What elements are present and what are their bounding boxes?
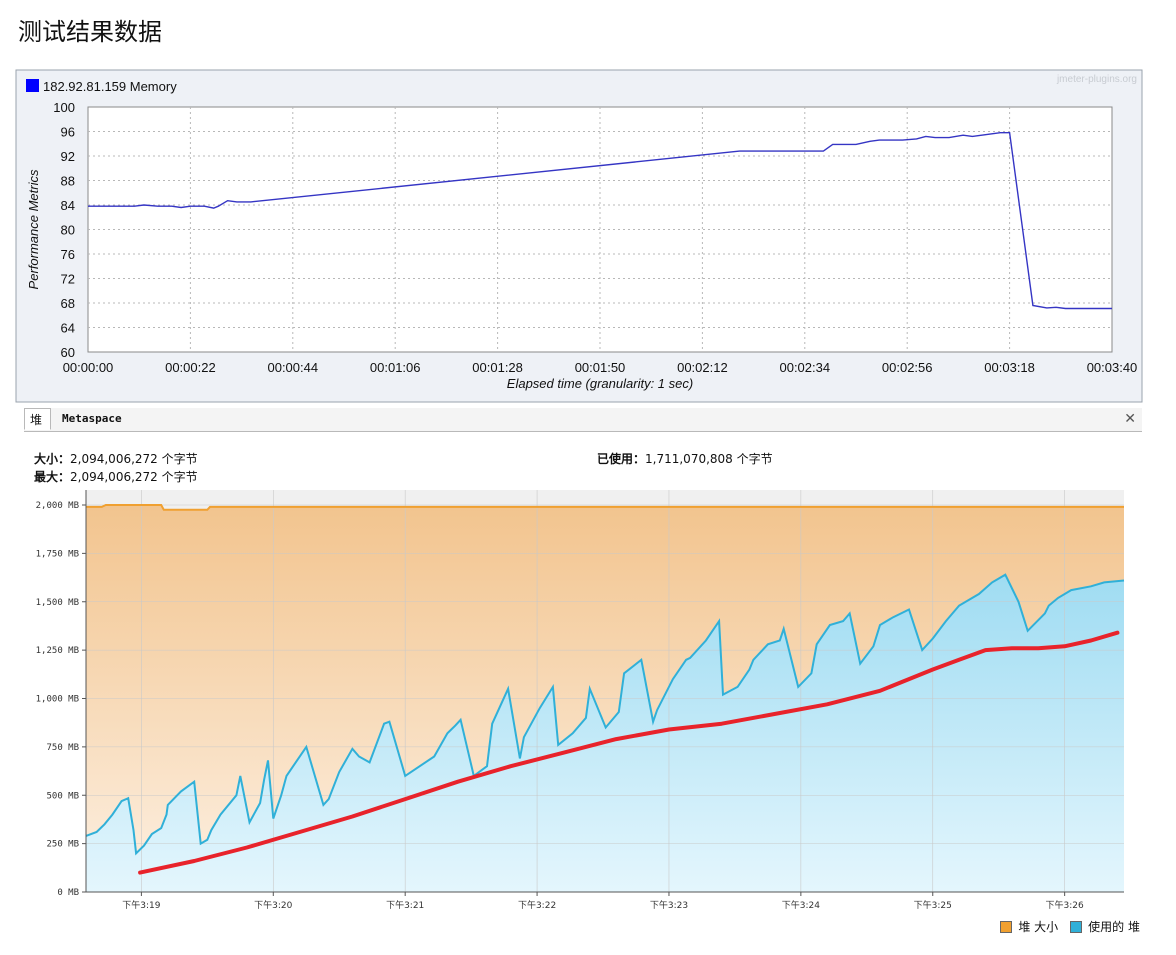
legend-swatch-memory — [26, 79, 39, 92]
legend-swatch-used-heap — [1070, 920, 1083, 933]
y-tick-label: 1,000 MB — [36, 695, 79, 705]
y-tick-label: 68 — [61, 296, 75, 311]
y-tick-label: 100 — [53, 100, 75, 115]
y-tick-label: 0 MB — [57, 888, 79, 898]
x-tick-label: 下午3:21 — [386, 899, 424, 911]
series-area-used-heap — [86, 574, 1124, 892]
y-tick-label: 84 — [61, 198, 75, 213]
y-tick-label: 80 — [61, 223, 75, 238]
tab-heap[interactable]: 堆 — [24, 408, 51, 430]
x-tick-label: 00:02:12 — [677, 360, 728, 375]
heap-used-info: 已使用：1,711,070,808 个字节 — [597, 450, 773, 467]
x-tick-label: 00:02:56 — [882, 360, 933, 375]
legend-label-heap-size: 堆 大小 — [1018, 920, 1059, 934]
y-tick-label: 72 — [61, 272, 75, 287]
legend-label-memory: 182.92.81.159 Memory — [43, 79, 177, 94]
x-tick-label: 下午3:20 — [254, 899, 292, 911]
y-tick-label: 96 — [61, 125, 75, 140]
x-tick-label: 00:03:18 — [984, 360, 1035, 375]
x-tick-label: 下午3:23 — [650, 899, 688, 911]
plot-area — [86, 490, 1124, 892]
x-tick-label: 下午3:26 — [1046, 899, 1084, 911]
heap-size-info: 大小：2,094,006,272 个字节 — [34, 450, 198, 467]
heap-used-value: 1,711,070,808 个字节 — [645, 452, 773, 466]
y-tick-label: 92 — [61, 149, 75, 164]
y-tick-label: 250 MB — [46, 840, 79, 850]
heap-size-label: 大小： — [34, 452, 71, 466]
close-icon[interactable]: ✕ — [1124, 411, 1136, 427]
series-line-memory — [88, 131, 1112, 310]
heap-tabbar: 堆 Metaspace ✕ — [24, 408, 1142, 432]
y-tick-label: 500 MB — [46, 791, 79, 801]
series-line-used-heap — [85, 573, 1125, 856]
heap-used-label: 已使用： — [597, 452, 646, 466]
tab-metaspace[interactable]: Metaspace — [62, 412, 122, 425]
x-tick-label: 00:01:28 — [472, 360, 523, 375]
heap-legend: 堆 大小 使用的 堆 — [1000, 918, 1140, 935]
x-tick-label: 00:00:44 — [267, 360, 318, 375]
y-tick-label: 64 — [61, 321, 75, 336]
x-tick-label: 00:01:50 — [575, 360, 626, 375]
y-tick-label: 2,000 MB — [36, 501, 79, 511]
heap-size-value: 2,094,006,272 个字节 — [70, 452, 198, 466]
y-tick-label: 76 — [61, 247, 75, 262]
watermark: jmeter-plugins.org — [1056, 74, 1137, 85]
x-tick-label: 00:03:40 — [1087, 360, 1138, 375]
x-tick-label: 下午3:19 — [122, 899, 160, 911]
y-tick-label: 1,250 MB — [36, 646, 79, 656]
x-axis-title: Elapsed time (granularity: 1 sec) — [507, 376, 693, 391]
x-tick-label: 00:00:22 — [165, 360, 216, 375]
heap-max-label: 最大： — [34, 470, 71, 484]
y-tick-label: 1,750 MB — [36, 549, 79, 559]
y-axis-title: Performance Metrics — [26, 169, 41, 289]
series-line-heap-size — [86, 504, 1124, 511]
y-tick-label: 1,500 MB — [36, 598, 79, 608]
y-tick-label: 750 MB — [46, 743, 79, 753]
legend-label-used-heap: 使用的 堆 — [1088, 920, 1140, 934]
legend-swatch-heap-size — [1000, 920, 1013, 933]
page-title: 测试结果数据 — [18, 18, 162, 46]
x-tick-label: 00:00:00 — [63, 360, 114, 375]
series-area-heap-size — [86, 505, 1124, 892]
trend-line — [138, 630, 1120, 875]
x-tick-label: 下午3:24 — [782, 899, 820, 911]
x-tick-label: 下午3:22 — [518, 899, 556, 911]
heap-max-value: 2,094,006,272 个字节 — [70, 470, 198, 484]
y-tick-label: 88 — [61, 174, 75, 189]
x-tick-label: 下午3:25 — [914, 899, 952, 911]
heap-max-info: 最大：2,094,006,272 个字节 — [34, 468, 198, 485]
y-tick-label: 60 — [61, 345, 75, 360]
x-tick-label: 00:02:34 — [779, 360, 830, 375]
x-tick-label: 00:01:06 — [370, 360, 421, 375]
